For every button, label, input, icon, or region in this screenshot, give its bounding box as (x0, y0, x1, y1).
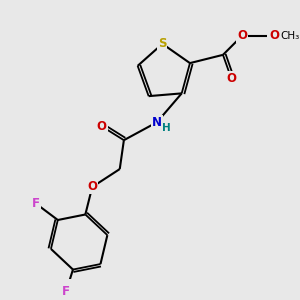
Text: H: H (162, 123, 171, 133)
Text: O: O (87, 181, 97, 194)
Text: F: F (32, 197, 40, 210)
Text: N: N (152, 116, 162, 129)
Text: O: O (270, 29, 280, 42)
Text: O: O (226, 72, 236, 85)
Text: S: S (158, 37, 167, 50)
Text: CH₃: CH₃ (281, 31, 300, 40)
Text: O: O (97, 120, 107, 133)
Text: O: O (237, 29, 247, 42)
Text: F: F (62, 285, 70, 298)
